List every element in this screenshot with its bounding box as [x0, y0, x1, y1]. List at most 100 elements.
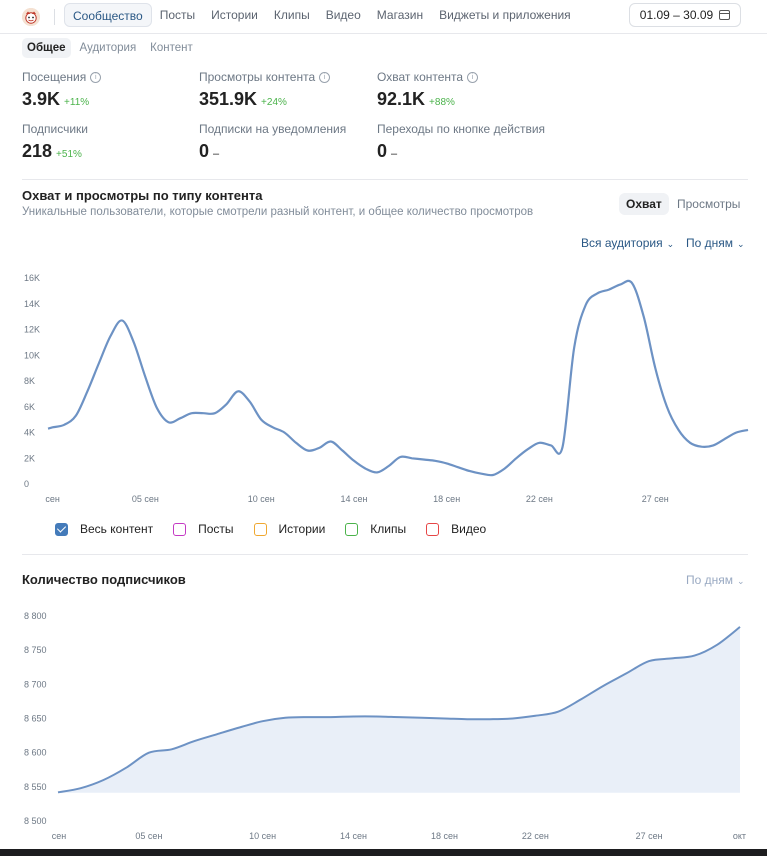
x-tick-label: 22 сен: [526, 494, 553, 504]
legend-checkbox[interactable]: [345, 522, 359, 536]
metric-value-row: 218 +51%: [22, 141, 88, 162]
subs-period-dropdown[interactable]: По дням ⌄: [686, 573, 745, 587]
metric-value-row: 351.9K +24%: [199, 89, 330, 110]
x-tick-label: 18 сен: [433, 494, 460, 504]
legend-checkbox[interactable]: [55, 522, 68, 536]
x-tick-label: окт: [733, 831, 746, 841]
date-range-label: 01.09 – 30.09: [639, 8, 714, 22]
y-tick-label: 8 700: [24, 679, 47, 689]
y-tick-label: 14K: [24, 299, 40, 309]
metric-delta: +11%: [64, 97, 90, 108]
info-icon[interactable]: i: [90, 71, 102, 83]
bottom-bar: [0, 849, 767, 856]
divider: [22, 179, 748, 180]
y-tick-label: 8 550: [24, 782, 47, 792]
metric-value: 92.1K: [377, 89, 426, 109]
chevron-down-icon: ⌄: [666, 239, 675, 249]
tab-2[interactable]: Истории: [211, 8, 258, 22]
y-tick-label: 8 650: [24, 714, 47, 724]
metric-value-row: 92.1K +88%: [377, 89, 478, 110]
avatar-icon[interactable]: [22, 8, 40, 26]
subtab-0[interactable]: Общее: [22, 38, 71, 58]
info-icon[interactable]: i: [319, 71, 331, 83]
period-dropdown-label: По дням: [686, 236, 734, 250]
period-dropdown[interactable]: По дням ⌄: [686, 236, 745, 250]
metric-4: Подписки на уведомления 0–: [199, 122, 346, 162]
legend-item-0[interactable]: Весь контент: [55, 522, 153, 536]
x-tick-label: 10 сен: [249, 831, 276, 841]
x-tick-label: 27 сен: [636, 831, 663, 841]
legend-item-3[interactable]: Клипы: [345, 522, 406, 536]
legend-checkbox[interactable]: [173, 522, 187, 536]
x-tick-label: 05 сен: [135, 831, 162, 841]
divider: [54, 9, 55, 25]
divider: [22, 554, 748, 555]
y-tick-label: 10K: [24, 350, 40, 360]
chart-legend: Весь контент Посты Истории Клипы Видео: [55, 522, 506, 536]
legend-checkbox[interactable]: [253, 522, 267, 536]
info-icon[interactable]: i: [467, 71, 479, 83]
x-tick-label: 14 сен: [340, 831, 367, 841]
legend-label: Видео: [451, 522, 487, 536]
legend-item-1[interactable]: Посты: [173, 522, 234, 536]
legend-item-4[interactable]: Видео: [426, 522, 486, 536]
reach-section-subtitle: Уникальные пользователи, которые смотрел…: [22, 206, 534, 218]
legend-label: Клипы: [370, 522, 407, 536]
y-tick-label: 0: [24, 479, 29, 489]
metric-label-text: Подписки на уведомления: [199, 122, 347, 136]
calendar-icon: [719, 10, 731, 20]
subs-period-dropdown-label: По дням: [686, 573, 734, 587]
x-tick-label: 18 сен: [431, 831, 458, 841]
tab-0[interactable]: Сообщество: [64, 3, 152, 27]
y-tick-label: 8K: [24, 376, 35, 386]
metric-5: Переходы по кнопке действия 0–: [377, 122, 545, 162]
metric-delta: +88%: [429, 97, 455, 108]
chevron-down-icon: ⌄: [737, 576, 745, 586]
metric-label: Просмотры контента i: [199, 70, 331, 84]
subtabs: Общее Аудитория Контент: [22, 38, 198, 58]
legend-checkbox[interactable]: [426, 522, 440, 536]
toggle-reach[interactable]: Охват: [619, 193, 669, 215]
x-tick-label: сен: [52, 831, 67, 841]
top-bar: Сообщество Посты Истории Клипы Видео Магазин В…: [0, 0, 767, 34]
metric-value: 0: [377, 141, 388, 161]
metric-3: Подписчики 218 +51%: [22, 122, 88, 162]
subs-section-title: Количество подписчиков: [22, 572, 186, 587]
legend-label: Весь контент: [80, 522, 154, 536]
tab-4[interactable]: Видео: [325, 8, 361, 22]
y-tick-label: 8 500: [24, 816, 47, 826]
metric-delta: +51%: [56, 149, 82, 160]
y-tick-label: 16K: [24, 273, 40, 283]
metric-label-text: Подписчики: [22, 122, 89, 136]
tab-1[interactable]: Посты: [159, 8, 196, 22]
metric-value-row: 3.9K +11%: [22, 89, 101, 110]
tab-3[interactable]: Клипы: [273, 8, 310, 22]
subtab-1[interactable]: Аудитория: [79, 42, 137, 54]
avatar-image: [22, 8, 40, 26]
legend-item-2[interactable]: Истории: [253, 522, 325, 536]
y-tick-label: 12K: [24, 325, 40, 335]
audience-dropdown[interactable]: Вся аудитория ⌄: [581, 236, 674, 250]
audience-dropdown-label: Вся аудитория: [581, 236, 663, 250]
metric-delta: +24%: [261, 97, 287, 108]
metric-label-text: Переходы по кнопке действия: [377, 122, 546, 136]
y-tick-label: 4K: [24, 428, 35, 438]
legend-label: Посты: [198, 522, 234, 536]
metric-delta: –: [213, 148, 220, 160]
metric-2: Охват контента i 92.1K +88%: [377, 70, 479, 110]
subtab-2[interactable]: Контент: [150, 42, 193, 54]
metric-value: 3.9K: [22, 89, 61, 109]
tab-5[interactable]: Магазин: [376, 8, 424, 22]
date-range-picker[interactable]: 01.09 – 30.09: [629, 3, 741, 27]
metric-label: Переходы по кнопке действия: [377, 122, 545, 136]
x-tick-label: 05 сен: [132, 494, 159, 504]
reach-chart: 0 2K 4K 6K 8K 10K 12K 14K 16K сен 05 сен 10 сен 14 с…: [24, 273, 749, 504]
metric-label: Подписки на уведомления: [199, 122, 346, 136]
metric-label: Охват контента i: [377, 70, 479, 84]
metric-value-row: 0–: [377, 141, 545, 162]
x-tick-label: сен: [45, 494, 60, 504]
tab-6[interactable]: Виджеты и приложения: [439, 8, 571, 22]
metric-label: Подписчики: [22, 122, 88, 136]
series-area: [58, 626, 740, 793]
toggle-views[interactable]: Просмотры: [677, 197, 741, 211]
